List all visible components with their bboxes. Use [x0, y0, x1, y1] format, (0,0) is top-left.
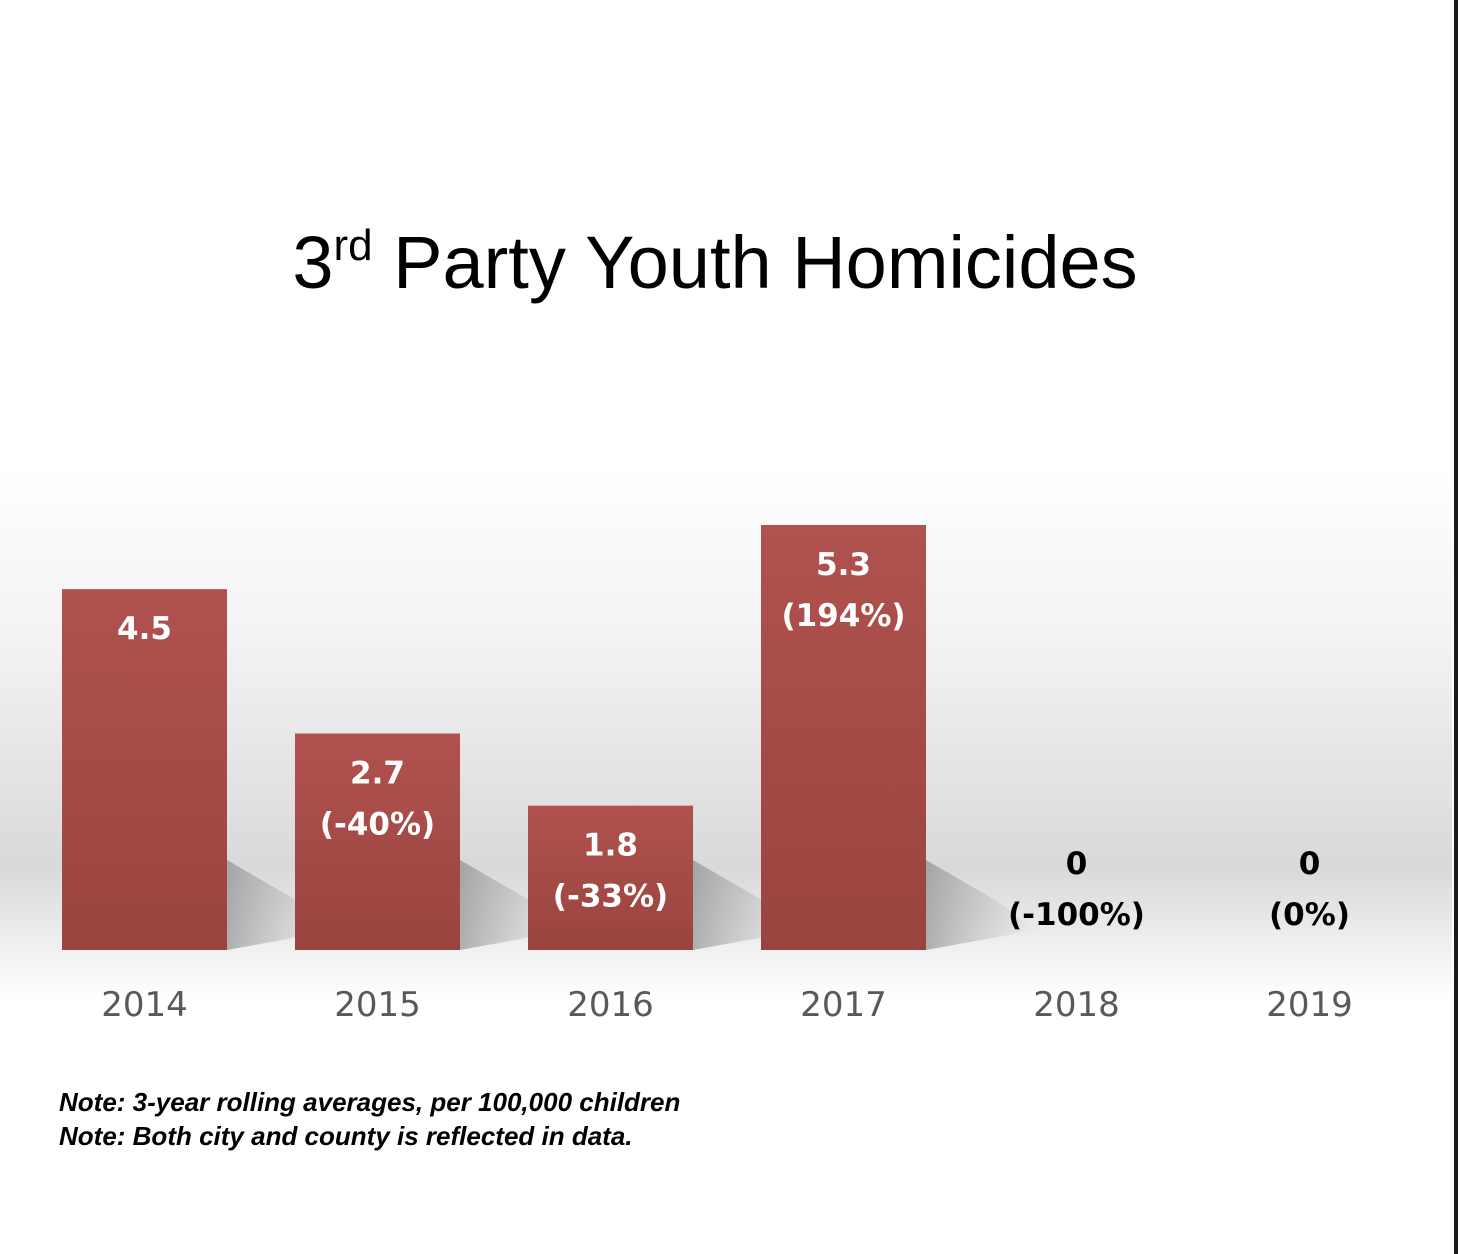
- x-tick-2016: 2016: [567, 985, 654, 1025]
- change-label-2017: (194%): [781, 598, 905, 634]
- value-label-2015: 2.7: [350, 755, 405, 791]
- bar-2017: [761, 525, 926, 950]
- value-label-2014: 4.5: [117, 611, 172, 647]
- change-label-2015: (-40%): [320, 806, 435, 842]
- change-label-2016: (-33%): [553, 879, 668, 915]
- x-tick-2018: 2018: [1033, 985, 1120, 1025]
- x-tick-2017: 2017: [800, 985, 887, 1025]
- bar-labels: 4.5 2.7 (-40%) 1.8 (-33%) 5.3 (194%) 0 (-100%) 0 (…: [117, 547, 1350, 933]
- bar-2015: [295, 733, 460, 950]
- change-label-2018: (-100%): [1008, 897, 1145, 933]
- x-axis-ticks: 2014 2015 2016 2017 2018 2019: [101, 985, 1353, 1025]
- window-edge: [1454, 0, 1458, 1254]
- title-prefix: 3: [292, 221, 334, 304]
- bars: [62, 525, 926, 950]
- x-tick-2015: 2015: [334, 985, 421, 1025]
- value-label-2016: 1.8: [583, 828, 638, 864]
- value-label-2019: 0: [1299, 846, 1321, 882]
- x-tick-2014: 2014: [101, 985, 188, 1025]
- x-tick-2019: 2019: [1266, 985, 1353, 1025]
- value-label-2018: 0: [1066, 846, 1088, 882]
- notes: Note: 3-year rolling averages, per 100,0…: [59, 1085, 680, 1153]
- change-label-2019: (0%): [1269, 897, 1350, 933]
- title-rest: Party Youth Homicides: [372, 221, 1138, 304]
- chart-title: 3rd Party Youth Homicides: [0, 218, 1430, 308]
- title-superscript: rd: [333, 221, 373, 270]
- bar-2016: [528, 805, 693, 950]
- bar-shadow-2017: [926, 860, 1036, 950]
- bar-2014: [62, 589, 227, 950]
- note-line-1: Note: 3-year rolling averages, per 100,0…: [59, 1087, 681, 1117]
- value-label-2017: 5.3: [816, 547, 871, 583]
- note-line-2: Note: Both city and county is reflected …: [59, 1121, 633, 1151]
